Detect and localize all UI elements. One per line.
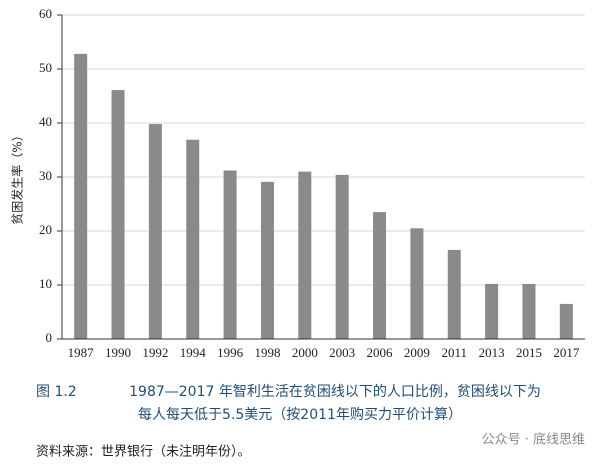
caption-line: 1987—2017 年智利生活在贫困线以下的人口比例，贫困线以下为: [129, 384, 541, 400]
watermark: 公众号 · 底线思维: [482, 432, 585, 448]
y-tick-label: 0: [46, 330, 53, 345]
bar: [373, 212, 387, 339]
x-tick-label: 1998: [254, 345, 280, 360]
x-tick-label: 2003: [329, 345, 355, 360]
bar: [447, 249, 461, 339]
x-tick-label: 1992: [142, 345, 168, 360]
y-axis-label: 贫困发生率（%）: [10, 129, 25, 224]
source: 资料来源：世界银行（未注明年份）。: [36, 445, 251, 460]
x-tick-label: 2013: [479, 345, 505, 360]
bar: [223, 170, 237, 339]
x-tick-label: 1990: [105, 345, 131, 360]
y-tick-label: 40: [39, 114, 52, 129]
bar: [111, 90, 125, 339]
x-tick-label: 2017: [553, 345, 580, 360]
bar: [148, 124, 162, 339]
y-tick-label: 10: [39, 276, 52, 291]
bar: [522, 283, 536, 339]
bar: [335, 174, 349, 339]
y-tick-label: 20: [39, 222, 52, 237]
bar: [298, 171, 312, 339]
bar: [186, 139, 200, 339]
bar: [559, 303, 573, 339]
x-tick-label: 2011: [441, 345, 467, 360]
x-tick-label: 2009: [404, 345, 430, 360]
x-tick-label: 1994: [180, 345, 207, 360]
x-tick-label: 2006: [367, 345, 394, 360]
caption-line: 每人每天低于5.5美元（按2011年购买力平价计算）: [138, 407, 462, 423]
bar: [260, 181, 274, 339]
y-tick-label: 30: [39, 168, 52, 183]
x-tick-label: 2015: [516, 345, 542, 360]
x-tick-label: 1987: [68, 345, 95, 360]
figure-label: 图 1.2: [36, 384, 77, 400]
y-tick-label: 60: [39, 6, 52, 21]
x-tick-label: 2000: [292, 345, 318, 360]
x-tick-label: 1996: [217, 345, 244, 360]
bar: [410, 228, 424, 339]
bar: [74, 53, 88, 339]
bar: [485, 283, 499, 339]
y-tick-label: 50: [39, 60, 52, 75]
